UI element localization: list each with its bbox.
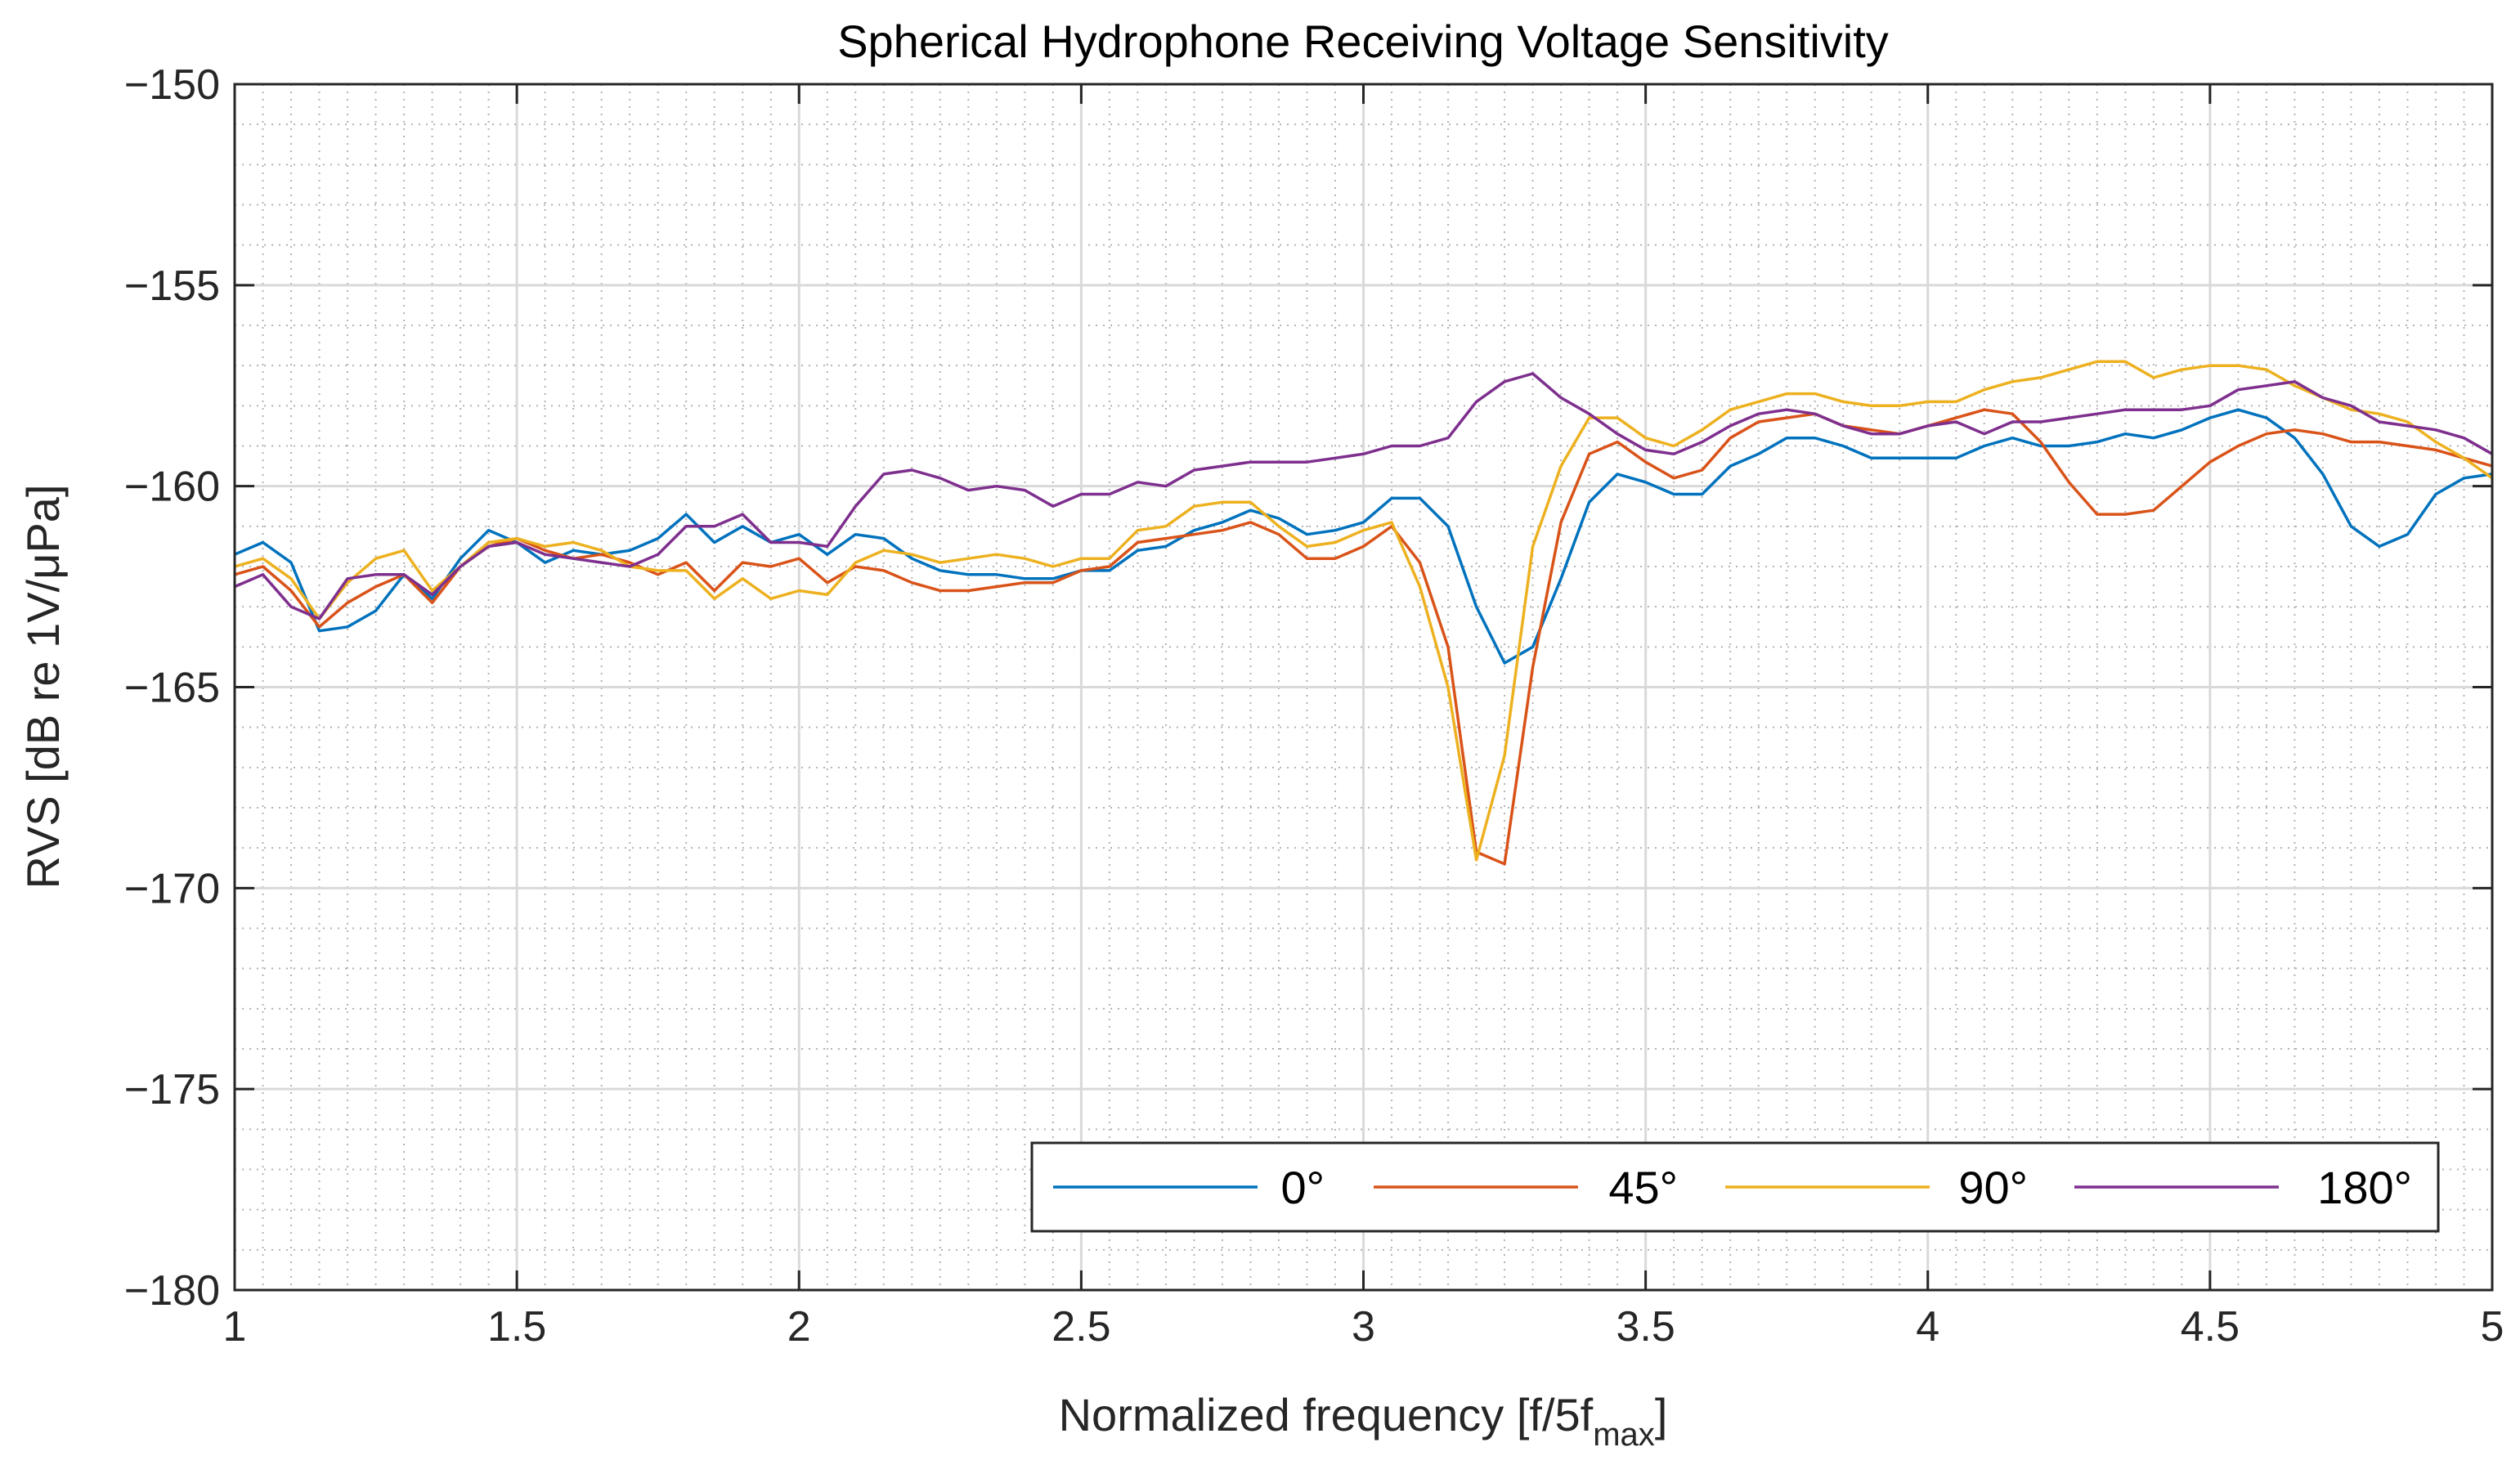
- x-tick-label: 1: [223, 1303, 247, 1351]
- x-tick-label: 4: [1916, 1303, 1939, 1351]
- chart-title: Spherical Hydrophone Receiving Voltage S…: [837, 16, 1889, 67]
- y-tick-label: −175: [124, 1066, 220, 1113]
- x-tick-label: 2.5: [1051, 1303, 1110, 1351]
- x-tick-label: 4.5: [2181, 1303, 2240, 1351]
- x-tick-label: 5: [2481, 1303, 2504, 1351]
- x-tick-label: 3: [1352, 1303, 1375, 1351]
- y-tick-label: −160: [124, 464, 220, 511]
- legend-entries: 0° 45° 90° 180°: [1053, 1162, 2412, 1213]
- x-tick-label: 3.5: [1616, 1303, 1675, 1351]
- x-tick-label: 1.5: [487, 1303, 546, 1351]
- series-layer: [234, 360, 2494, 866]
- legend-label-0: 0°: [1280, 1162, 1325, 1213]
- y-tick-label: −150: [124, 61, 220, 109]
- series-line-3: [234, 372, 2493, 621]
- y-tick-labels: −180 −175 −170 −165 −160 −155 −150: [124, 61, 220, 1315]
- legend-label-2: 90°: [1958, 1162, 2028, 1213]
- legend-label-1: 45°: [1608, 1162, 1678, 1213]
- x-axis-label-subscript: max: [1593, 1417, 1655, 1453]
- y-tick-label: −155: [124, 262, 220, 310]
- legend: 0° 45° 90° 180°: [1030, 1141, 2440, 1233]
- y-axis-label: RVS [dB re 1V/μPa]: [17, 484, 69, 889]
- series-line-2: [234, 360, 2494, 862]
- minor-grid: [235, 84, 2492, 1290]
- series-line-0: [234, 408, 2493, 665]
- x-tick-label: 2: [787, 1303, 811, 1351]
- x-tick-labels: 1 1.5 2 2.5 3 3.5 4 4.5 5: [223, 1303, 2504, 1351]
- y-tick-label: −170: [124, 865, 220, 912]
- x-axis-label: Normalized frequency [f/5fmax]: [1059, 1389, 1668, 1453]
- y-tick-label: −180: [124, 1267, 220, 1315]
- x-axis-label-main: Normalized frequency [f/5f: [1059, 1389, 1594, 1440]
- x-axis-label-end: ]: [1655, 1389, 1668, 1440]
- tick-marks: [233, 83, 2494, 1292]
- legend-label-3: 180°: [2317, 1162, 2412, 1213]
- y-tick-label: −165: [124, 665, 220, 712]
